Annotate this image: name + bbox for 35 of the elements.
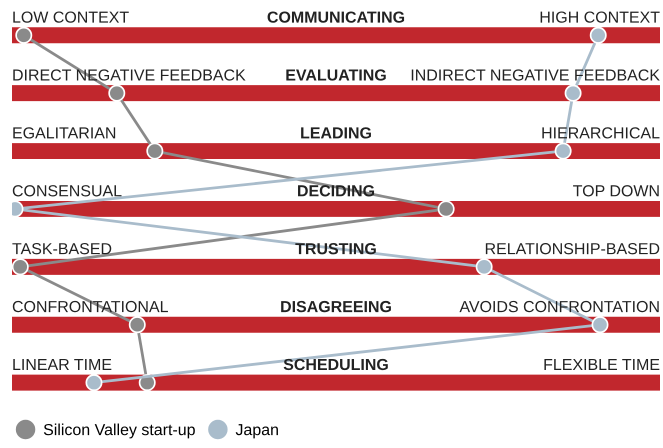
annotation: RELATIONSHIP-BASED <box>486 243 660 254</box>
annotation: TOP DOWN <box>573 185 659 196</box>
annotation: DIRECT NEGATIVE FEEDBACK <box>13 69 246 81</box>
annotation: TASK-BASED <box>12 243 112 254</box>
y-tick-label: COMMUNICATING <box>268 11 404 23</box>
annotation: AVOIDS CONFRONTATION <box>459 300 659 312</box>
point <box>12 258 29 276</box>
point <box>592 316 608 334</box>
point <box>438 200 455 218</box>
annotation: HIGH CONTEXT <box>540 11 660 23</box>
y-tick-label: SCHEDULING <box>284 358 388 370</box>
point <box>590 26 607 44</box>
point <box>86 374 102 392</box>
y-tick-label: DECIDING <box>298 185 374 196</box>
annotation: FLEXIBLE TIME <box>544 358 660 370</box>
point <box>564 84 582 102</box>
y-tick-label: LEADING <box>301 127 371 139</box>
point <box>128 316 146 334</box>
point <box>108 84 126 102</box>
point <box>146 142 164 160</box>
annotation: INDIRECT NEGATIVE FEEDBACK <box>412 69 660 81</box>
annotation: LINEAR TIME <box>13 358 112 370</box>
annotation: LOW CONTEXT <box>13 11 129 23</box>
legend-label: Japan <box>236 424 278 438</box>
point <box>15 26 32 44</box>
y-tick-label: EVALUATING <box>286 69 386 81</box>
annotation: CONFRONTATIONAL <box>12 300 168 312</box>
legend-label: Silicon Valley start-up <box>44 424 195 438</box>
y-tick-label: TRUSTING <box>295 243 376 254</box>
annotation: HIERARCHICAL <box>542 127 660 139</box>
point <box>476 258 493 276</box>
point <box>554 142 572 160</box>
y-tick-label: DISAGREEING <box>281 300 391 312</box>
annotation: EGALITARIAN <box>13 127 116 139</box>
annotation: CONSENSUAL <box>12 185 122 196</box>
